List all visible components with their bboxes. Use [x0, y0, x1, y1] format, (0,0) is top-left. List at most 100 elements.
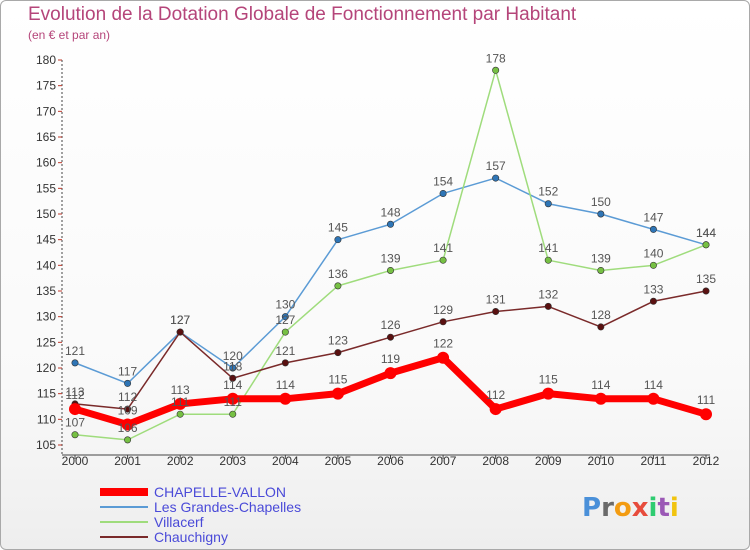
x-tick-label: 2002: [167, 454, 194, 468]
data-label: 112: [118, 390, 137, 404]
brand-logo: Proxiti: [582, 493, 679, 523]
data-point: [331, 387, 344, 400]
data-point: [649, 261, 657, 269]
data-point: [649, 225, 657, 233]
y-tick-label: 115: [37, 387, 56, 401]
data-label: 107: [65, 416, 85, 430]
y-tick-label: 160: [36, 156, 56, 170]
data-label: 144: [696, 226, 716, 240]
data-label: 117: [118, 364, 137, 378]
data-point: [121, 418, 134, 431]
data-label: 115: [539, 373, 558, 387]
data-point: [281, 359, 289, 367]
data-point: [281, 328, 289, 336]
data-point: [649, 297, 657, 305]
data-label: 145: [328, 221, 348, 235]
x-tick-label: 2003: [219, 454, 246, 468]
data-label: 114: [223, 378, 242, 392]
y-tick-label: 110: [37, 412, 56, 426]
data-point: [386, 333, 394, 341]
data-label: 152: [538, 185, 558, 199]
x-tick-label: 2001: [114, 454, 141, 468]
data-label: 122: [433, 337, 453, 351]
x-tick-label: 2009: [535, 454, 562, 468]
data-label: 133: [643, 282, 663, 296]
y-tick-label: 170: [36, 104, 56, 118]
y-tick-label: 150: [36, 207, 56, 221]
data-point: [542, 387, 555, 400]
data-label: 112: [65, 388, 84, 402]
x-tick-label: 2012: [693, 454, 720, 468]
data-label: 127: [170, 313, 190, 327]
y-tick-label: 165: [36, 130, 56, 144]
data-point: [700, 408, 712, 421]
data-label: 114: [591, 378, 610, 392]
x-tick-label: 2006: [377, 454, 404, 468]
data-point: [544, 302, 552, 310]
legend-label: Villacerf: [154, 514, 204, 530]
data-point: [69, 403, 81, 416]
data-label: 106: [118, 421, 138, 435]
data-point: [176, 410, 184, 418]
data-label: 126: [380, 318, 400, 332]
chart-title: Evolution de la Dotation Globale de Fonc…: [28, 4, 577, 25]
brand-letter: t: [657, 493, 669, 523]
data-point: [71, 359, 79, 367]
legend-label: Chauchigny: [154, 529, 228, 545]
data-point: [334, 236, 342, 244]
data-point: [492, 66, 500, 74]
y-tick-label: 145: [36, 233, 56, 247]
x-tick-label: 2011: [641, 454, 667, 468]
data-point: [71, 431, 79, 439]
data-label: 119: [381, 352, 400, 366]
brand-letter: x: [632, 493, 649, 523]
data-point: [492, 174, 500, 182]
data-label: 132: [538, 287, 558, 301]
data-label: 120: [223, 349, 243, 363]
x-tick-label: 2007: [430, 454, 457, 468]
data-label: 131: [486, 293, 506, 307]
data-label: 121: [65, 344, 85, 358]
y-tick-label: 120: [36, 361, 56, 375]
brand-letter: i: [649, 493, 658, 523]
data-label: 129: [433, 303, 453, 317]
data-label: 111: [697, 393, 716, 407]
y-tick-label: 125: [36, 335, 56, 349]
data-point: [124, 379, 132, 387]
data-label: 139: [380, 251, 400, 265]
data-label: 123: [328, 334, 348, 348]
data-point: [544, 200, 552, 208]
data-labels: 121 117 127 120 130 145 148 154 157 152 150 147 144 1…: [65, 51, 716, 435]
data-point: [437, 351, 450, 364]
data-point: [229, 364, 237, 372]
data-label: 144: [696, 226, 716, 240]
brand-letter: o: [614, 493, 632, 523]
data-label: 114: [644, 378, 663, 392]
data-label: 113: [65, 385, 84, 399]
data-label: 111: [171, 395, 190, 409]
y-tick-label: 105: [36, 438, 56, 452]
x-tick-label: 2004: [272, 454, 299, 468]
brand-letter: P: [582, 493, 601, 523]
data-point: [492, 308, 500, 316]
data-point: [279, 392, 292, 405]
legend-label: CHAPELLE-VALLON: [154, 484, 286, 500]
y-tick-label: 180: [36, 53, 56, 67]
x-tick-label: 2005: [325, 454, 352, 468]
data-point: [281, 313, 289, 321]
data-point: [226, 392, 239, 405]
data-label: 114: [276, 378, 295, 392]
data-label: 113: [171, 383, 190, 397]
data-point: [597, 266, 605, 274]
data-point: [384, 367, 397, 380]
data-label: 141: [538, 241, 558, 255]
data-label: 140: [643, 246, 663, 260]
data-label: 109: [118, 403, 138, 417]
chart-subtitle: (en € et par an): [28, 28, 111, 42]
legend-label: Les Grandes-Chapelles: [154, 499, 301, 515]
brand-letter: i: [670, 493, 679, 523]
y-tick-label: 155: [36, 181, 56, 195]
data-label: 130: [275, 298, 295, 312]
data-label: 127: [170, 313, 190, 327]
x-tick-label: 2008: [482, 454, 509, 468]
